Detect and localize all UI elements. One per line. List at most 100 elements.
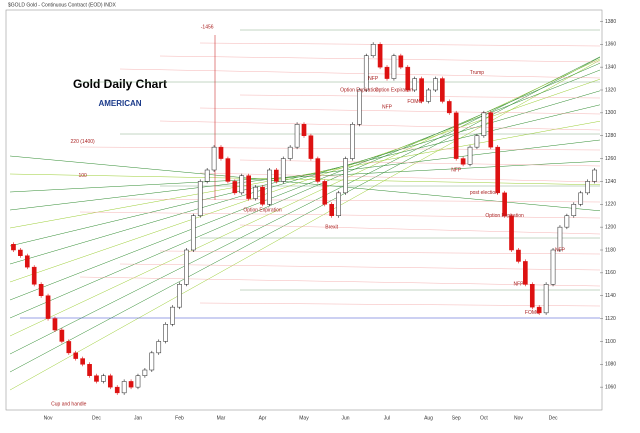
- y-tick-label: 1160: [605, 270, 616, 276]
- x-tick-label: Nov: [44, 415, 53, 421]
- level-line: [239, 224, 601, 235]
- candle-body: [66, 341, 72, 354]
- candle-body: [38, 284, 44, 296]
- candle-body: [274, 169, 279, 182]
- candle-body: [24, 255, 30, 268]
- candle-body: [592, 169, 597, 182]
- candle-body: [433, 78, 438, 91]
- candle-body: [357, 89, 362, 125]
- annotation: Option Expiration: [243, 207, 282, 213]
- candle-body: [73, 352, 79, 359]
- plot-frame: [5, 9, 603, 411]
- annotation: post election: [470, 190, 498, 196]
- candle-body: [177, 284, 182, 308]
- trend-line: [9, 69, 601, 301]
- candle-body: [322, 181, 328, 205]
- candle-body: [523, 261, 528, 285]
- annotation: 100: [78, 173, 87, 179]
- y-tick-label: 1180: [605, 247, 616, 253]
- candle-body: [287, 146, 293, 159]
- candle-body: [239, 175, 245, 194]
- candle-body: [80, 358, 85, 365]
- y-tick-label: 1200: [605, 224, 616, 230]
- annotation: FOMC: [525, 310, 540, 316]
- candle-body: [419, 78, 424, 102]
- annotation: NFP: [368, 76, 379, 82]
- candle-body: [529, 284, 535, 308]
- level-line: [159, 250, 601, 255]
- candle-body: [412, 78, 418, 91]
- y-tick-label: 1340: [605, 64, 616, 70]
- y-tick-label: 1080: [605, 362, 616, 368]
- level-line: [119, 263, 601, 271]
- level-line: [79, 276, 601, 287]
- trend-line: [9, 155, 601, 212]
- x-tick-label: Jan: [134, 415, 142, 421]
- x-tick-label: Oct: [480, 415, 488, 421]
- x-tick-label: Jun: [341, 415, 349, 421]
- level-line: [239, 159, 601, 167]
- y-tick-label: 1240: [605, 179, 616, 185]
- annotation: NFP: [555, 247, 566, 253]
- candle-body: [225, 158, 231, 182]
- candle-body: [218, 146, 224, 159]
- y-tick-label: 1360: [605, 42, 616, 48]
- candle-body: [94, 375, 99, 382]
- x-tick-label: Jul: [384, 415, 390, 421]
- y-tick-label: 1380: [605, 19, 616, 25]
- candle-body: [149, 352, 155, 371]
- candle-body: [101, 375, 106, 382]
- candle-body: [301, 124, 307, 136]
- candle-body: [467, 146, 473, 165]
- trend-line: [9, 120, 601, 229]
- candle-body: [142, 369, 148, 376]
- candle-body: [190, 215, 196, 251]
- candle-body: [170, 306, 175, 325]
- candle-body: [495, 146, 501, 194]
- y-tick-label: 1100: [605, 339, 616, 345]
- candle-body: [197, 181, 203, 216]
- candle-body: [516, 249, 521, 262]
- trend-line: [9, 173, 601, 186]
- annotation: Brexit: [325, 224, 338, 230]
- candle-body: [294, 124, 300, 148]
- candle-body: [377, 44, 383, 68]
- x-tick-label: Sep: [452, 415, 461, 421]
- candle-body: [557, 226, 563, 251]
- candle-body: [156, 341, 162, 354]
- annotation: Trump: [470, 70, 484, 76]
- annotation: NFP: [382, 104, 393, 110]
- chart-title: Gold Daily Chart: [73, 77, 167, 91]
- trend-line: [9, 59, 601, 391]
- candle-body: [474, 135, 480, 148]
- candle-body: [398, 55, 404, 68]
- candle-body: [121, 381, 127, 394]
- candle-body: [460, 158, 466, 165]
- x-tick-label: Nov: [514, 415, 523, 421]
- candle-body: [446, 101, 452, 114]
- candle-body: [114, 386, 120, 394]
- candle-body: [135, 375, 141, 388]
- y-tick-label: 1320: [605, 87, 616, 93]
- candle-body: [363, 55, 369, 91]
- candle-body: [343, 158, 348, 194]
- candle-body: [488, 112, 494, 148]
- candle-body: [308, 135, 314, 159]
- level-line: [159, 120, 601, 131]
- candle-body: [426, 89, 431, 102]
- annotation: NFP: [451, 167, 462, 173]
- candle-body: [45, 295, 51, 319]
- x-tick-label: Feb: [175, 415, 184, 421]
- candle-body: [128, 381, 134, 388]
- x-tick-label: Dec: [92, 415, 101, 421]
- candle-body: [585, 181, 590, 194]
- annotation: FOMC: [407, 99, 422, 105]
- x-tick-label: Mar: [217, 415, 226, 421]
- candle-body: [267, 169, 272, 205]
- trend-lines: [9, 29, 601, 391]
- trend-line: [9, 90, 601, 265]
- x-tick-label: Apr: [259, 415, 267, 421]
- candle-body: [204, 169, 210, 182]
